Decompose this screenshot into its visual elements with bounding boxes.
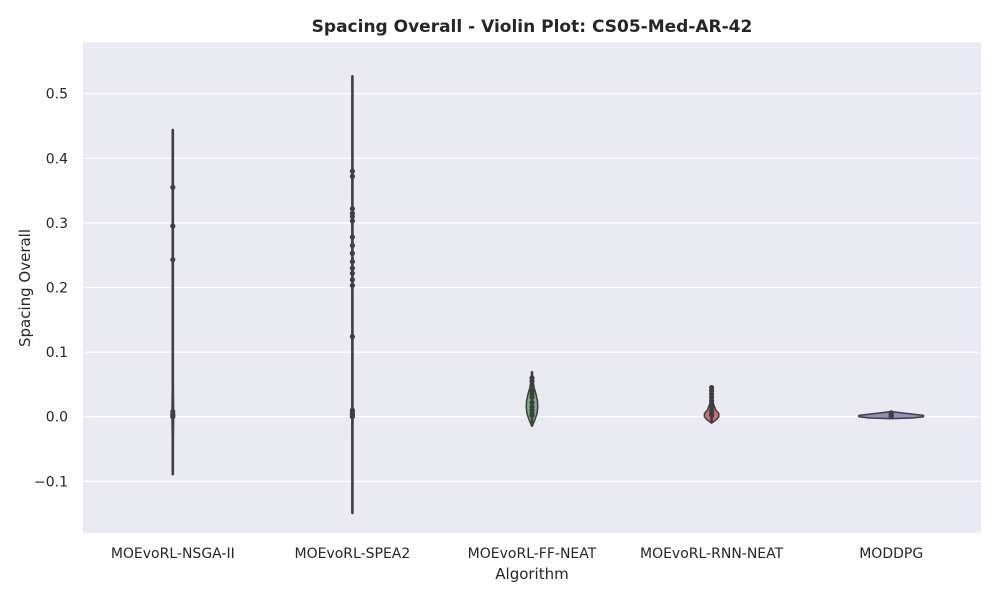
data-point [349,213,355,220]
x-tick-labels: MOEvoRL-NSGA-II MOEvoRL-SPEA2 MOEvoRL-FF-N… [111,546,923,562]
y-axis-label: Spacing Overall [16,229,34,347]
data-point [170,223,176,229]
data-point [349,218,355,224]
x-tick-label: MOEvoRL-RNN-NEAT [640,546,784,562]
data-point [529,412,535,419]
x-tick-label: MODDPG [859,546,923,562]
y-tick-label: 0.1 [46,345,68,361]
data-point [349,265,355,271]
data-point [888,414,894,420]
data-point [529,378,535,384]
y-tick-label: 0.5 [46,87,68,103]
violin-group [858,410,925,420]
data-point [170,414,176,420]
data-point [349,282,355,289]
data-point [349,250,355,256]
violin-group [170,128,176,476]
data-point [529,399,535,406]
data-point [349,168,355,174]
data-point [349,270,355,276]
data-point [349,414,355,420]
x-axis-label: Algorithm [495,565,568,583]
data-point [349,242,355,249]
violin-group [525,370,539,428]
data-point [529,394,535,400]
y-tick-label: −0.1 [34,474,68,490]
data-point [349,334,355,340]
data-point [349,259,355,265]
data-point [349,206,355,212]
violins [170,74,925,515]
y-tick-labels: −0.1 0.0 0.1 0.2 0.3 0.4 0.5 [34,87,68,491]
violin-group [349,74,355,515]
data-point [170,184,176,190]
chart-title: Spacing Overall - Violin Plot: CS05-Med-… [312,17,753,37]
violin-group [703,384,720,424]
x-tick-label: MOEvoRL-FF-NEAT [468,546,597,562]
x-tick-label: MOEvoRL-NSGA-II [111,546,235,562]
y-tick-label: 0.4 [46,151,68,167]
data-point [709,412,715,419]
y-tick-label: 0.0 [46,410,68,426]
data-point [349,173,355,179]
x-tick-label: MOEvoRL-SPEA2 [295,546,411,562]
data-point [349,234,355,240]
data-point [349,277,355,283]
y-tick-label: 0.3 [46,216,68,232]
y-tick-label: 0.2 [46,281,68,297]
data-point [170,257,176,263]
